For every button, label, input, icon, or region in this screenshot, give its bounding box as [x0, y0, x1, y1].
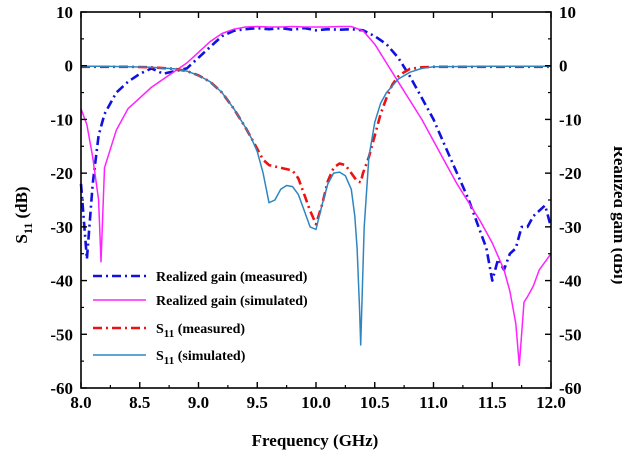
ticks-layer: 8.0 8.5 9.0 9.5 10.0 10.5 11.0 11.5 12.0 10 10 0 0 -1…: [50, 3, 581, 412]
legend-label-main: S: [156, 322, 164, 337]
y-tick-label-left: -30: [50, 218, 73, 237]
legend-label-sub: 11: [164, 328, 174, 340]
y-tick-label-left: -60: [50, 379, 73, 398]
legend-label-sub: 11: [164, 355, 174, 367]
y-tick-label-right: -30: [559, 218, 582, 237]
y-tick-label-left: -50: [50, 325, 73, 344]
x-tick-label: 10.0: [301, 393, 331, 412]
y-tick-label-left: -10: [50, 110, 73, 129]
legend-label-main: Realized gain (measured): [156, 270, 308, 285]
y-tick-label-right: 0: [559, 57, 568, 76]
legend-label-2: S11 (measured): [156, 322, 245, 340]
y-tick-label-left: 10: [56, 3, 73, 22]
y-tick-label-left: 0: [65, 57, 74, 76]
y-axis-left-title: S11 (dB): [12, 186, 35, 243]
y-tick-label-left: -40: [50, 272, 73, 291]
y-axis-left-title-sub: 11: [21, 223, 35, 234]
y-tick-label-right: -50: [559, 325, 582, 344]
legend-label-3: S11 (simulated): [156, 349, 246, 367]
legend-label-1: Realized gain (simulated): [156, 294, 308, 309]
series-layer: [79, 25, 553, 367]
legend-label-main: S: [156, 349, 164, 364]
y-tick-label-right: -60: [559, 379, 582, 398]
legend-label-main: Realized gain (simulated): [156, 294, 308, 309]
y-tick-label-right: 10: [559, 3, 576, 22]
series-line-3: [81, 65, 551, 346]
legend: Realized gain (measured) Realized gain (s…: [93, 270, 308, 367]
y-axis-left-title-main: S: [12, 234, 31, 243]
series-line-1: [80, 25, 552, 367]
x-tick-label: 12.0: [536, 393, 566, 412]
x-tick-label: 11.5: [478, 393, 507, 412]
x-tick-label: 9.5: [247, 393, 268, 412]
legend-label-suffix: (measured): [174, 322, 245, 337]
legend-label-0: Realized gain (measured): [156, 270, 308, 285]
y-tick-label-left: -20: [50, 164, 73, 183]
y-tick-label-right: -40: [559, 272, 582, 291]
x-tick-label: 11.0: [419, 393, 448, 412]
y-tick-label-right: -10: [559, 110, 582, 129]
x-tick-label: 9.0: [188, 393, 209, 412]
legend-label-suffix: (simulated): [174, 349, 246, 364]
y-axis-right-title: Realized gain (dBi): [610, 146, 622, 285]
x-tick-label: 8.5: [129, 393, 150, 412]
y-tick-label-right: -20: [559, 164, 582, 183]
x-tick-label: 8.0: [70, 393, 91, 412]
y-axis-left-title-unit: (dB): [12, 186, 31, 222]
x-tick-label: 10.5: [360, 393, 390, 412]
x-axis-title: Frequency (GHz): [252, 431, 379, 450]
series-line-2: [81, 65, 551, 226]
